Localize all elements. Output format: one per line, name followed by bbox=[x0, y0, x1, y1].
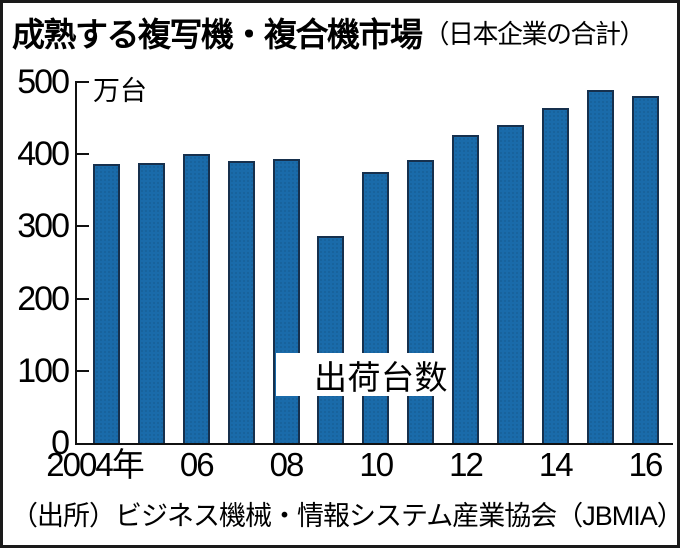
y-tick-500 bbox=[75, 81, 89, 83]
bar-2015 bbox=[586, 89, 614, 443]
x-tick-label-10: 10 bbox=[359, 446, 394, 483]
x-tick-label-08: 08 bbox=[269, 446, 305, 483]
x-tick-label-2004: 2004年 bbox=[46, 446, 145, 483]
bar-2004 bbox=[93, 163, 120, 443]
bar-2008 bbox=[272, 159, 300, 443]
x-tick-label-14: 14 bbox=[538, 446, 574, 483]
bar-2014 bbox=[541, 108, 569, 443]
y-tick-200 bbox=[75, 297, 89, 300]
plot-area bbox=[75, 82, 673, 445]
bar-2016 bbox=[631, 96, 659, 443]
x-tick-label-16: 16 bbox=[628, 446, 664, 483]
y-axis-unit-label: 万台 bbox=[93, 76, 147, 106]
x-tick-label-06: 06 bbox=[179, 446, 215, 483]
y-axis-line bbox=[75, 82, 77, 445]
bar-2010 bbox=[362, 171, 390, 443]
bar-2012 bbox=[452, 134, 479, 443]
y-tick-label-400: 400 bbox=[17, 135, 70, 174]
x-tick-label-12: 12 bbox=[449, 446, 484, 483]
page-title: 成熟する複写機・複合機市場 bbox=[12, 16, 423, 53]
y-tick-300 bbox=[75, 225, 89, 228]
y-tick-label-100: 100 bbox=[17, 351, 70, 390]
y-tick-label-300: 300 bbox=[17, 207, 70, 246]
bar-2005 bbox=[137, 162, 165, 443]
y-tick-400 bbox=[75, 153, 89, 156]
y-tick-label-0: 0 bbox=[51, 424, 70, 462]
bar-2011 bbox=[407, 159, 435, 443]
y-tick-label-500: 500 bbox=[17, 63, 70, 101]
page-subtitle: （日本企業の合計） bbox=[423, 18, 646, 49]
y-tick-label-200: 200 bbox=[17, 279, 70, 318]
bar-2009 bbox=[317, 235, 345, 443]
bar-2006 bbox=[182, 154, 210, 443]
bar-2007 bbox=[227, 161, 255, 443]
y-tick-100 bbox=[75, 369, 89, 372]
header: 成熟する複写機・複合機市場 （日本企業の合計） bbox=[12, 9, 646, 55]
x-axis-line bbox=[75, 443, 673, 445]
bar-2013 bbox=[496, 124, 524, 443]
series-label: 出荷台数 bbox=[276, 353, 450, 396]
source-note: （出所）ビジネス機械・情報システム産業協会（JBMIA） bbox=[11, 501, 680, 531]
